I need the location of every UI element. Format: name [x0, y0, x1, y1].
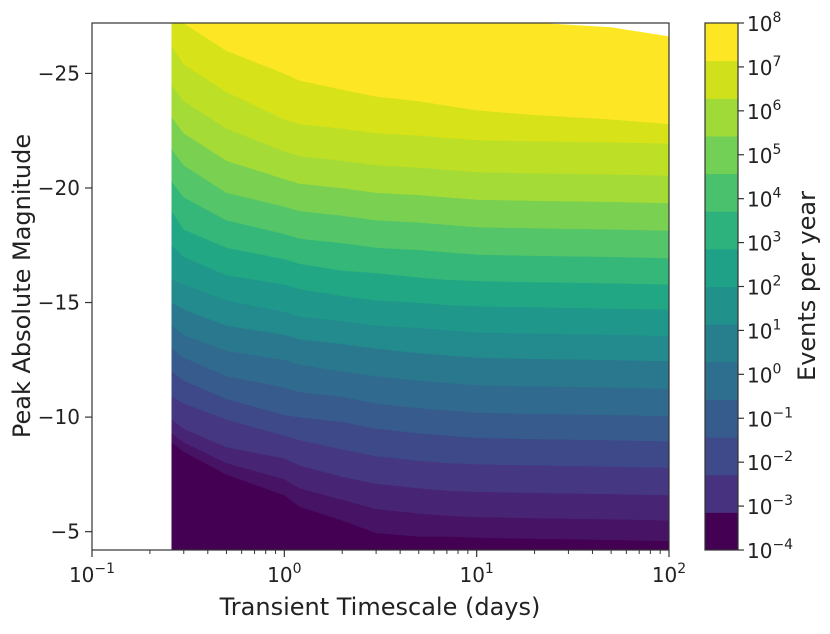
x-tick-label: 102 [652, 561, 686, 587]
colorbar-segment [705, 474, 738, 513]
colorbar-segment [705, 98, 738, 137]
contour-fill-layer [171, 23, 669, 550]
plot-frame [91, 22, 670, 551]
colorbar-segment [705, 60, 738, 99]
colorbar-tick-label: 103 [747, 230, 781, 256]
colorbar-segment [705, 286, 738, 325]
colorbar-tick-label: 100 [747, 361, 781, 387]
colorbar-segment [705, 324, 738, 363]
y-tick-label: −5 [51, 520, 80, 544]
colorbar-segment [705, 173, 738, 212]
x-axis: 10−1 100 101 102 [69, 550, 686, 587]
y-tick-label: −15 [38, 291, 80, 315]
colorbar-label: Events per year [793, 191, 821, 381]
colorbar: 10−4 10−3 10−2 10−1 100 101 102 103 104 105 106 107… [704, 10, 793, 563]
colorbar-tick-label: 10−2 [747, 449, 793, 475]
y-tick-label: −20 [38, 176, 80, 200]
x-tick-label: 101 [459, 561, 493, 587]
colorbar-tick-label: 10−4 [747, 537, 793, 563]
colorbar-segment [705, 211, 738, 250]
x-tick-label: 100 [267, 561, 301, 587]
y-tick-label: −25 [38, 61, 80, 85]
colorbar-tick-label: 106 [747, 98, 781, 124]
colorbar-tick-label: 107 [747, 54, 781, 80]
colorbar-tick-label: 104 [747, 186, 781, 212]
colorbar-tick-label: 102 [747, 274, 781, 300]
colorbar-tick-label: 10−1 [747, 405, 793, 431]
contour-band [171, 23, 669, 125]
colorbar-segment [705, 361, 738, 400]
colorbar-tick-label: 105 [747, 142, 781, 168]
y-axis-label: Peak Absolute Magnitude [8, 134, 36, 438]
x-tick-label: 10−1 [69, 561, 115, 587]
colorbar-segment [705, 437, 738, 476]
colorbar-segment [705, 399, 738, 438]
colorbar-segment [705, 23, 738, 62]
colorbar-tick-label: 108 [747, 10, 781, 36]
colorbar-segment [705, 248, 738, 287]
y-tick-label: −10 [38, 405, 80, 429]
colorbar-tick-label: 101 [747, 317, 781, 343]
colorbar-segment [705, 512, 738, 551]
x-axis-label: Transient Timescale (days) [219, 593, 541, 621]
y-axis: −25 −20 −15 −10 −5 [38, 61, 92, 544]
colorbar-tick-label: 10−3 [747, 493, 793, 519]
colorbar-segment [705, 135, 738, 175]
